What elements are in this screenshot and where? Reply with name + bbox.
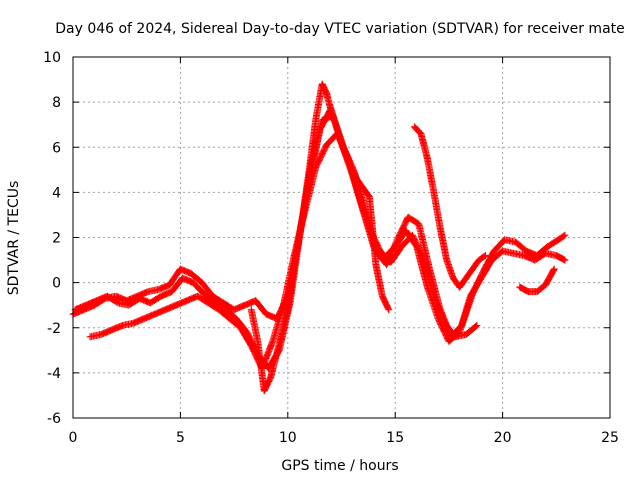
y-tick-label: -4 <box>47 366 61 382</box>
x-tick-label: 10 <box>279 430 297 446</box>
plus-marker-trail <box>71 112 569 372</box>
y-axis-label: SDTVAR / TECUs <box>6 181 22 296</box>
plus-marker-trail <box>516 265 558 296</box>
tick-labels: 0 5 10 15 20 25 -6 -4 -2 0 2 4 6 8 10 <box>43 50 619 446</box>
y-tick-label: 10 <box>43 50 61 66</box>
plus-marker-trail <box>411 123 489 291</box>
x-axis-label: GPS time / hours <box>281 458 398 474</box>
grid-lines <box>73 57 610 418</box>
series-track-2 <box>71 112 569 372</box>
x-tick-label: 0 <box>69 430 78 446</box>
plus-marker-trail <box>247 80 393 395</box>
plot-frame <box>72 56 611 419</box>
y-tick-label: 6 <box>52 140 61 156</box>
series-track-6 <box>516 265 558 296</box>
series-track-4 <box>247 80 393 395</box>
y-tick-label: -2 <box>47 321 61 337</box>
y-tick-label: -6 <box>47 411 61 427</box>
y-tick-label: 8 <box>52 95 61 111</box>
y-tick-label: 0 <box>52 276 61 292</box>
x-tick-label: 25 <box>601 430 619 446</box>
y-tick-label: 4 <box>52 185 61 201</box>
x-tick-label: 15 <box>386 430 404 446</box>
x-tick-label: 5 <box>176 430 185 446</box>
series-track-5 <box>411 123 489 291</box>
x-tick-label: 20 <box>494 430 512 446</box>
y-tick-label: 2 <box>52 231 61 247</box>
data-points <box>69 80 569 395</box>
chart-title: Day 046 of 2024, Sidereal Day-to-day VTE… <box>55 21 625 37</box>
